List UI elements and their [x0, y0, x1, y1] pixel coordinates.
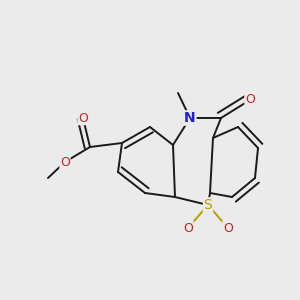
Text: S: S — [204, 198, 212, 212]
Text: O: O — [245, 94, 255, 106]
Text: O: O — [183, 221, 193, 235]
Text: O: O — [78, 112, 88, 124]
Text: O: O — [223, 221, 233, 235]
Text: O: O — [60, 155, 70, 169]
Text: N: N — [184, 111, 196, 125]
